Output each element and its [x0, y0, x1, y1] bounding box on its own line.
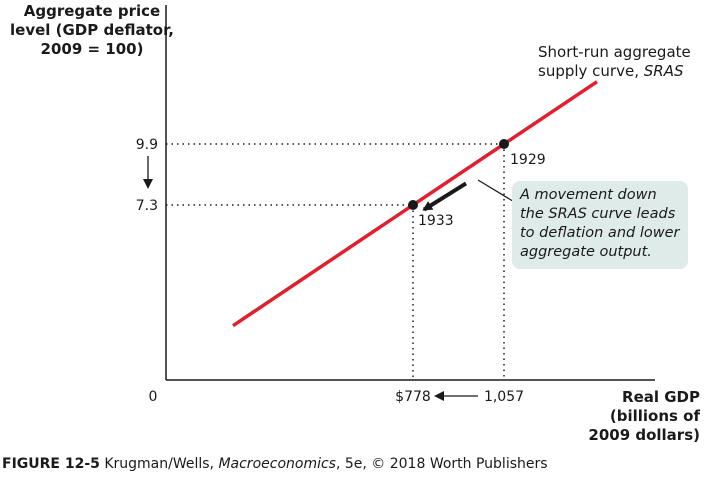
- y-axis-title: Aggregate price level (GDP deflator, 200…: [2, 2, 182, 59]
- sras-label-italic: SRAS: [643, 62, 684, 80]
- annotation-line: to deflation and lower: [520, 225, 680, 241]
- x-axis-title-line: (billions of: [609, 407, 700, 425]
- point-1933: [408, 200, 418, 210]
- figure-caption: FIGURE 12-5 Krugman/Wells, Macroeconomic…: [2, 456, 548, 472]
- point-label-1929: 1929: [510, 152, 546, 168]
- x-axis-title-line: 2009 dollars): [588, 426, 700, 444]
- x-axis-title: Real GDP (billions of 2009 dollars): [560, 388, 700, 445]
- x-axis-title-line: Real GDP: [622, 388, 700, 406]
- sras-label-prefix: supply curve,: [538, 62, 644, 80]
- y-tick-label-9-9: 9.9: [136, 137, 158, 153]
- caption-figure-number: FIGURE 12-5: [2, 456, 100, 472]
- annotation-line: A movement down: [520, 187, 657, 203]
- annotation-line: the SRAS curve leads: [520, 206, 676, 222]
- point-label-1933: 1933: [418, 213, 454, 229]
- y-axis-title-line: Aggregate price: [23, 2, 161, 20]
- point-1929: [499, 139, 509, 149]
- x-tick-label-1057: 1,057: [484, 389, 524, 405]
- y-axis-title-line: 2009 = 100): [40, 40, 144, 58]
- annotation-line: aggregate output.: [520, 244, 652, 260]
- caption-publisher: , 5e, © 2018 Worth Publishers: [335, 456, 548, 472]
- y-tick-label-7-3: 7.3: [136, 198, 158, 214]
- annotation-leader-line: [477, 179, 517, 204]
- y-axis-title-line: level (GDP deflator,: [10, 21, 174, 39]
- sras-curve-label: Short-run aggregate supply curve, SRAS: [538, 43, 691, 81]
- movement-arrow: [422, 181, 468, 212]
- annotation-box: A movement down the SRAS curve leads to …: [512, 181, 688, 269]
- caption-book-title: Macroeconomics: [218, 456, 336, 472]
- caption-authors: Krugman/Wells,: [99, 456, 219, 472]
- sras-label-line: Short-run aggregate: [538, 43, 691, 61]
- x-tick-label-778: $778: [395, 389, 431, 405]
- origin-label: 0: [149, 389, 158, 405]
- sras-label-line: supply curve, SRAS: [538, 62, 691, 81]
